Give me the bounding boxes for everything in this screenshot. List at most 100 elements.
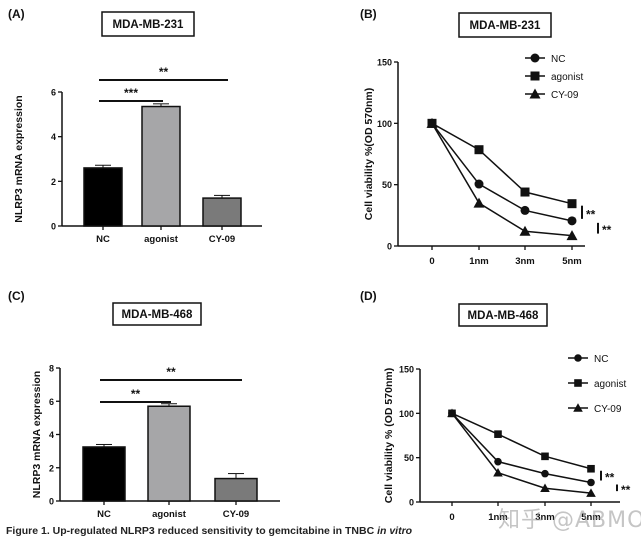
marker-circle (530, 53, 540, 63)
x-tick-label: NC (96, 234, 110, 245)
x-tick-label: 1nm (469, 256, 489, 267)
marker-square (474, 145, 484, 155)
y-tick-label: 0 (49, 497, 54, 507)
marker-square (530, 71, 540, 81)
marker-square (567, 199, 577, 209)
series-nc (427, 118, 577, 226)
x-tick-label: CY-09 (209, 234, 235, 245)
bar (141, 105, 181, 227)
marker-triangle (447, 408, 457, 418)
series-line (431, 122, 573, 222)
series-agonist (448, 409, 595, 473)
significance-label: ** (131, 387, 141, 401)
bar (82, 446, 126, 502)
x-tick-label: 0 (429, 256, 434, 267)
marker-square (520, 187, 530, 197)
legend-label: CY-09 (551, 90, 579, 101)
y-tick-label: 0 (387, 242, 392, 252)
y-tick-label: 100 (399, 409, 414, 419)
marker-triangle (566, 230, 578, 241)
caption-italic: in vitro (377, 525, 413, 537)
bar (83, 167, 123, 227)
panel-label: (B) (360, 7, 377, 21)
significance-label: ** (605, 471, 615, 485)
series-line (451, 412, 592, 470)
significance-label: ** (586, 207, 596, 221)
y-tick-label: 4 (49, 430, 54, 440)
bar (147, 405, 191, 502)
series-agonist (427, 118, 577, 209)
legend: NC agonist CY-09 (568, 354, 626, 415)
y-tick-label: 0 (409, 498, 414, 508)
marker-triangle (540, 483, 550, 493)
marker-circle (474, 179, 484, 189)
x-tick-label: 3nm (535, 512, 555, 523)
chart-title: MDA-MB-231 (113, 19, 185, 31)
series-line (451, 412, 592, 484)
marker-square (587, 464, 595, 473)
significance-label: *** (124, 86, 138, 100)
chart-panel-c: (C) MDA-MB-468 0 2 4 6 8 NLRP3 mRNA expression N… (8, 289, 280, 520)
x-tick-label: 1nm (488, 512, 508, 523)
y-tick-label: 4 (51, 132, 56, 142)
marker-triangle (586, 488, 596, 497)
chart-title: MDA-MB-468 (122, 309, 194, 321)
chart-title: MDA-MB-468 (468, 310, 540, 322)
x-tick-label: agonist (152, 509, 187, 520)
y-axis-label: NLRP3 mRNA expression (13, 95, 25, 222)
y-tick-label: 50 (404, 453, 414, 463)
chart-title: MDA-MB-231 (470, 20, 542, 32)
marker-square (494, 430, 502, 438)
marker-square (541, 452, 549, 461)
y-tick-label: 0 (51, 222, 56, 232)
x-tick-label: 5nm (581, 512, 601, 523)
chart-panel-b: (B) MDA-MB-231 0 50 100 150 Cell viability %(O… (360, 7, 612, 267)
x-tick-label: 5nm (562, 256, 582, 267)
legend-label: NC (551, 54, 565, 65)
marker-triangle (426, 117, 438, 128)
y-tick-label: 2 (51, 177, 56, 187)
marker-triangle (519, 225, 531, 236)
panel-label: (A) (8, 7, 25, 21)
y-axis-label: NLRP3 mRNA expression (31, 371, 43, 498)
y-tick-label: 8 (49, 364, 54, 374)
chart-panel-a: (A) MDA-MB-231 0 2 4 6 NLRP3 mRNA expression NC… (8, 7, 262, 245)
y-axis-label: Cell viability %(OD 570nm) (363, 88, 375, 220)
marker-triangle (493, 467, 503, 477)
bar (214, 477, 258, 502)
marker-circle (574, 354, 582, 362)
chart-panel-d: (D) MDA-MB-468 0 50 100 150 Cell viability % (… (360, 289, 631, 523)
figure-caption: Figure 1. Up-regulated NLRP3 reduced sen… (6, 525, 412, 537)
y-tick-label: 2 (49, 463, 54, 473)
chart-title-box (101, 11, 195, 37)
marker-circle (541, 469, 549, 478)
x-tick-label: 3nm (515, 256, 535, 267)
series-line (431, 122, 573, 237)
series-cy-09 (426, 117, 578, 241)
marker-triangle (529, 88, 541, 99)
x-tick-label: agonist (144, 234, 179, 245)
y-tick-label: 6 (49, 397, 54, 407)
significance-label: ** (602, 223, 612, 237)
y-tick-label: 150 (399, 365, 414, 375)
marker-circle (567, 216, 577, 226)
series-line (431, 122, 573, 205)
chart-title-box (458, 12, 552, 38)
x-tick-label: NC (97, 509, 111, 520)
series-cy-09 (447, 408, 596, 497)
y-tick-label: 50 (382, 180, 392, 190)
x-tick-label: CY-09 (223, 509, 249, 520)
panel-label: (D) (360, 289, 377, 303)
significance-label: ** (159, 65, 169, 79)
legend-label: agonist (551, 72, 583, 83)
chart-title-box (112, 302, 202, 326)
y-tick-label: 100 (377, 119, 392, 129)
significance-label: ** (166, 365, 176, 379)
series-line (451, 412, 592, 494)
legend-label: CY-09 (594, 404, 622, 415)
significance-label: ** (621, 483, 631, 497)
marker-triangle (573, 403, 583, 412)
panel-label: (C) (8, 289, 25, 303)
caption-text: Figure 1. Up-regulated NLRP3 reduced sen… (6, 525, 378, 537)
